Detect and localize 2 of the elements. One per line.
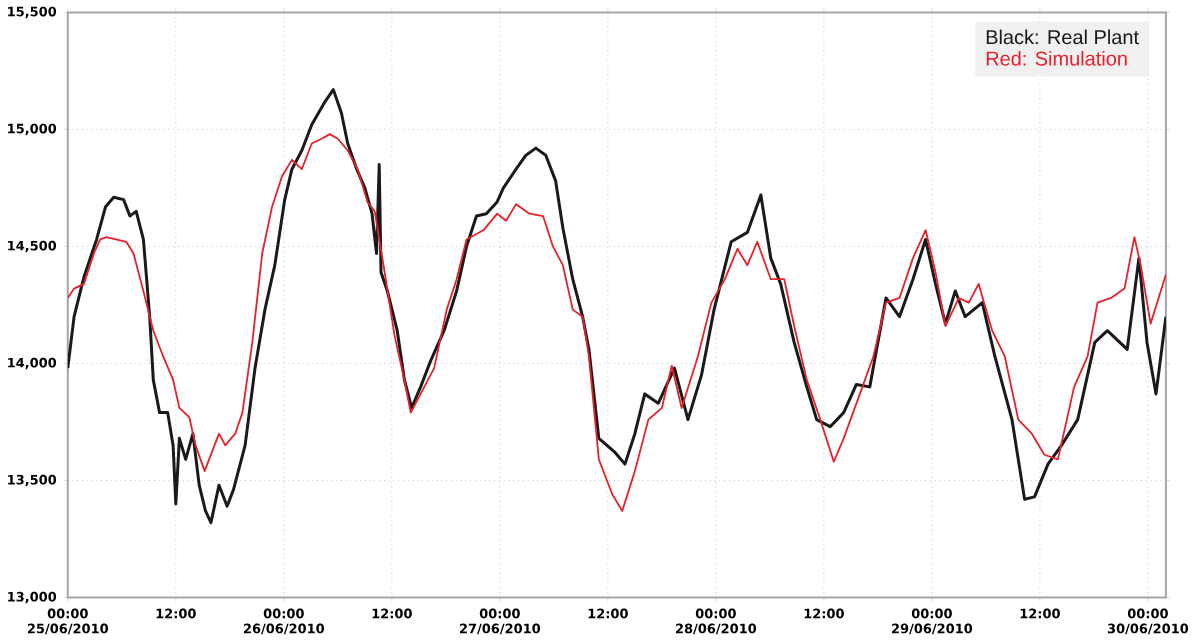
text: Red: Simulation (986, 51, 1127, 67)
text: Black: Real Plant (986, 30, 1139, 45)
